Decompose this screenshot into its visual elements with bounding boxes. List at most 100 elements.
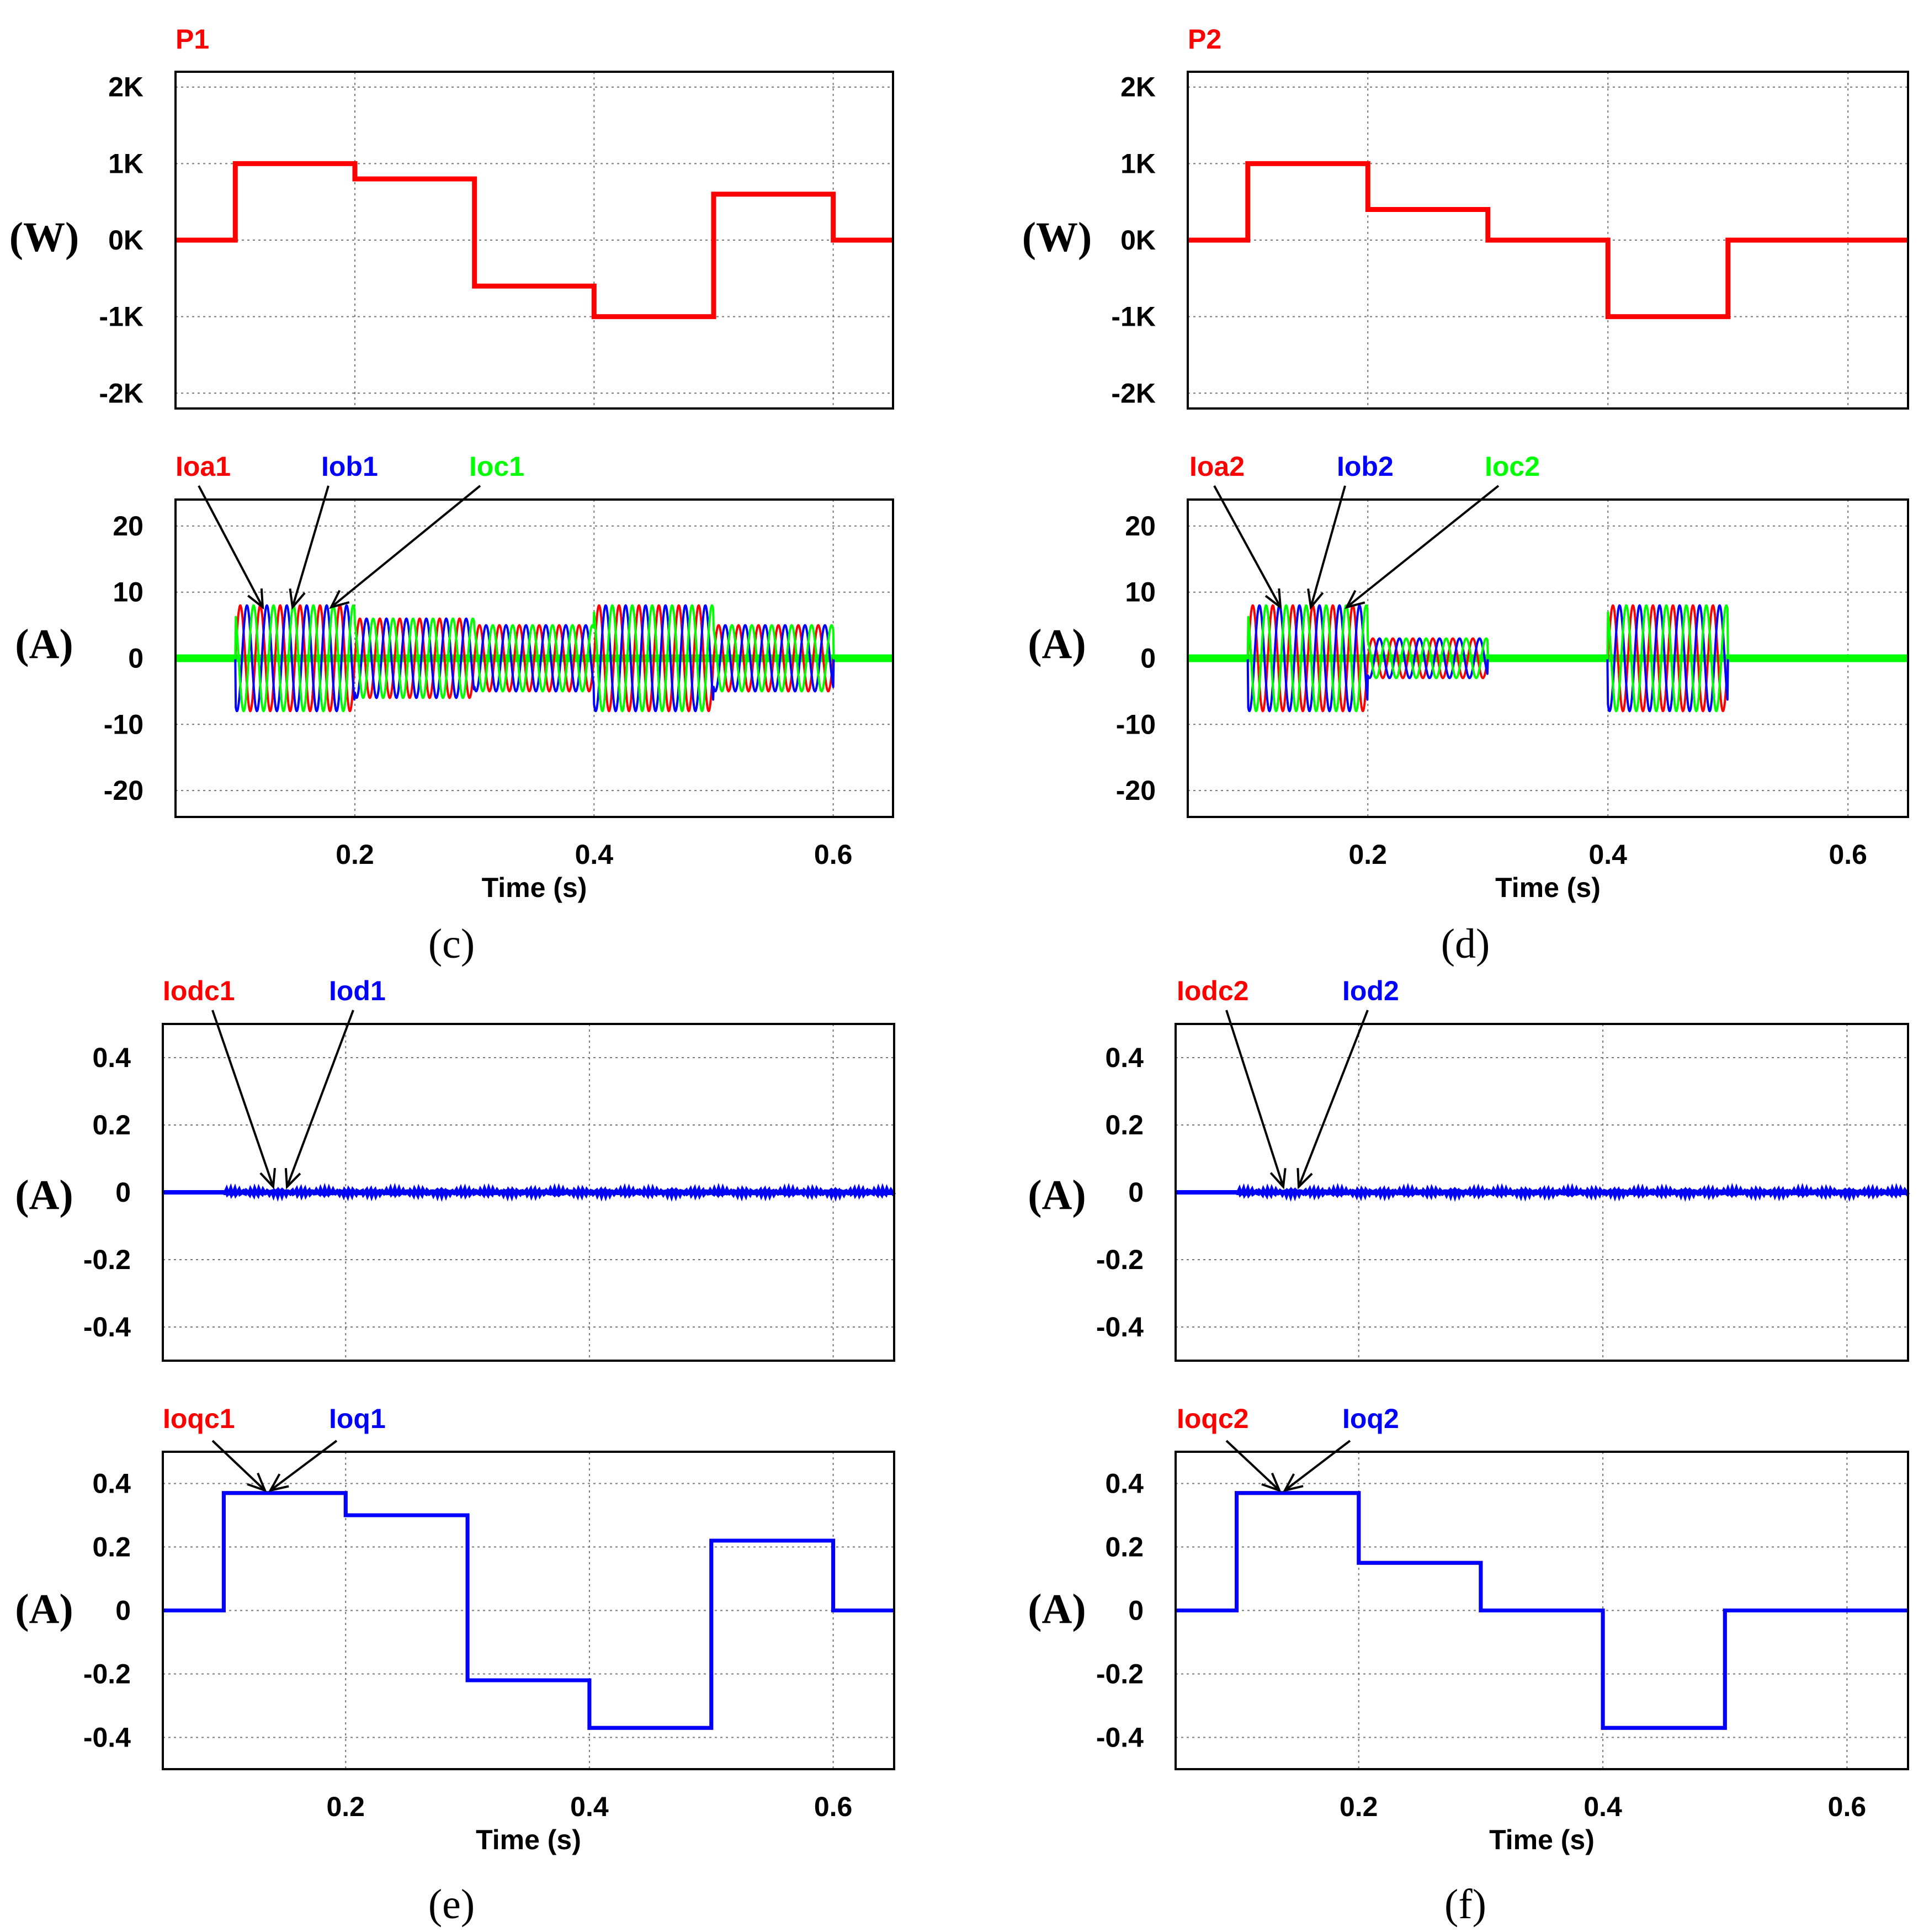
y-tick-label: 0.2: [92, 1110, 131, 1140]
y-tick-label: -0.2: [1096, 1659, 1144, 1690]
y-tick-label: 0.2: [1105, 1110, 1144, 1140]
arrow-head-icon: [329, 590, 350, 609]
plot-frame: [1175, 1451, 1909, 1770]
x-tick-label: 0.2: [1348, 839, 1387, 870]
y-tick-label: 10: [1125, 577, 1156, 608]
y-tick-label: 0.4: [92, 1042, 131, 1073]
chart-title: P2: [1188, 24, 1221, 55]
y-tick-label: -20: [1116, 775, 1156, 806]
plot-frame: [162, 1023, 895, 1362]
y-tick-label: -0.4: [1096, 1312, 1144, 1342]
panel-c-current: 20 10 0 -10 -20 0.2 0.4 0.6 (A) Time (s) Ioa1 Iob1 I…: [15, 451, 894, 903]
x-tick-label: 0.6: [1829, 839, 1867, 870]
legend-label-ioqc1: Ioqc1: [163, 1403, 235, 1434]
arrow-head-icon: [1283, 1473, 1304, 1492]
legend-arrow: [1346, 485, 1500, 608]
y-tick-label: 0: [128, 643, 144, 674]
arrow-head-icon: [284, 1167, 301, 1190]
y-tick-label: -0.4: [83, 1722, 131, 1753]
panel-d-current: 20 10 0 -10 -20 0.2 0.4 0.6 (A) Time (s) Ioa2 Iob2 I…: [1028, 451, 1909, 903]
y-axis-label: (A): [1028, 1586, 1086, 1632]
legend-label-ioc1: Ioc1: [469, 451, 524, 482]
legend-arrow: [1284, 1440, 1351, 1492]
arrow-head-icon: [268, 1473, 289, 1492]
series-line-ioc1: [174, 604, 894, 713]
y-axis-label: (W): [9, 214, 79, 261]
legend-label-ioc2: Ioc2: [1485, 451, 1540, 482]
y-axis-label: (A): [1028, 1172, 1086, 1218]
y-tick-label: -2K: [1111, 378, 1156, 408]
y-tick-label: 1K: [1120, 148, 1156, 179]
y-tick-label: -10: [1116, 709, 1156, 740]
series-line-p2: [1188, 161, 1908, 320]
arrow-head-icon: [1307, 588, 1324, 610]
x-tick-label: 0.6: [814, 839, 853, 870]
figure-caption: (c): [428, 921, 475, 967]
plot-frame: [174, 71, 894, 410]
series-line-iod2: [1176, 1182, 1910, 1202]
legend-arrow: [1298, 1010, 1369, 1187]
series-line-ioc2: [1187, 604, 1909, 713]
panel-f-q: 0.4 0.2 0 -0.2 -0.4 0.2 0.4 0.6 (A) Time (s) Ioqc2…: [1028, 1403, 1909, 1855]
legend-arrow: [286, 1010, 354, 1187]
arrow-head-icon: [1296, 1167, 1313, 1190]
arrow-head-icon: [1264, 588, 1282, 610]
y-tick-label: 0.2: [1105, 1532, 1144, 1563]
arrow-head-icon: [259, 1167, 276, 1190]
panel-e-q: 0.4 0.2 0 -0.2 -0.4 0.2 0.4 0.6 (A) Time (s) Ioqc1…: [15, 1403, 895, 1855]
y-tick-label: 0.2: [92, 1532, 131, 1563]
y-tick-label: 0K: [1120, 225, 1156, 256]
legend-arrow: [1225, 1010, 1284, 1187]
plot-frame: [174, 498, 894, 818]
plot-frame: [1175, 1023, 1909, 1362]
y-tick-label: -0.2: [1096, 1244, 1144, 1275]
y-tick-label: 20: [1125, 511, 1156, 542]
legend-arrow: [291, 485, 330, 608]
y-tick-label: -1K: [1111, 301, 1156, 332]
y-tick-label: -2K: [99, 378, 144, 408]
y-axis-label: (A): [15, 621, 73, 667]
x-tick-label: 0.2: [1340, 1791, 1378, 1822]
series-line-iob1: [174, 604, 894, 713]
y-tick-label: -1K: [99, 301, 144, 332]
legend-label-iod2: Iod2: [1342, 975, 1399, 1006]
legend-arrow: [330, 485, 481, 608]
y-tick-label: -20: [104, 775, 144, 806]
legend-label-iob2: Iob2: [1337, 451, 1394, 482]
legend-arrow: [198, 485, 264, 608]
legend-arrow: [211, 1440, 266, 1492]
legend-arrow: [1225, 1440, 1280, 1492]
x-tick-label: 0.6: [814, 1791, 853, 1822]
y-tick-label: 0.4: [1105, 1042, 1144, 1073]
y-tick-label: 2K: [1120, 72, 1156, 103]
panel-c-power: 2K 1K 0K -1K -2K (W) P1: [9, 24, 894, 410]
y-tick-label: -0.4: [83, 1312, 131, 1342]
y-axis-label: (A): [1028, 621, 1086, 667]
plot-frame: [1187, 498, 1909, 818]
y-tick-label: 0: [1140, 643, 1156, 674]
legend-label-ioq1: Ioq1: [329, 1403, 386, 1434]
x-tick-label: 0.2: [326, 1791, 365, 1822]
y-tick-label: 0: [1128, 1595, 1144, 1626]
series-line-ioa1: [174, 604, 894, 713]
legend-arrow: [269, 1440, 338, 1492]
figure-caption: (e): [428, 1881, 475, 1928]
y-axis-label: (A): [15, 1586, 73, 1632]
series-line-ioq1: [163, 1491, 894, 1730]
x-axis-label: Time (s): [482, 872, 587, 903]
panel-d-power: 2K 1K 0K -1K -2K (W) P2: [1022, 24, 1909, 410]
y-tick-label: 1K: [108, 148, 144, 179]
y-tick-label: -0.4: [1096, 1722, 1144, 1753]
arrow-head-icon: [1345, 590, 1365, 609]
figure-caption: (d): [1441, 921, 1490, 967]
arrow-head-icon: [1261, 1472, 1282, 1493]
x-tick-label: 0.4: [1588, 839, 1627, 870]
legend-arrow: [1310, 485, 1346, 608]
x-axis-label: Time (s): [476, 1824, 581, 1855]
legend-label-ioq2: Ioq2: [1342, 1403, 1399, 1434]
legend-label-ioa1: Ioa1: [176, 451, 231, 482]
legend-label-ioqc2: Ioqc2: [1177, 1403, 1249, 1434]
y-tick-label: 0.4: [1105, 1468, 1144, 1499]
y-tick-label: 20: [113, 511, 144, 542]
